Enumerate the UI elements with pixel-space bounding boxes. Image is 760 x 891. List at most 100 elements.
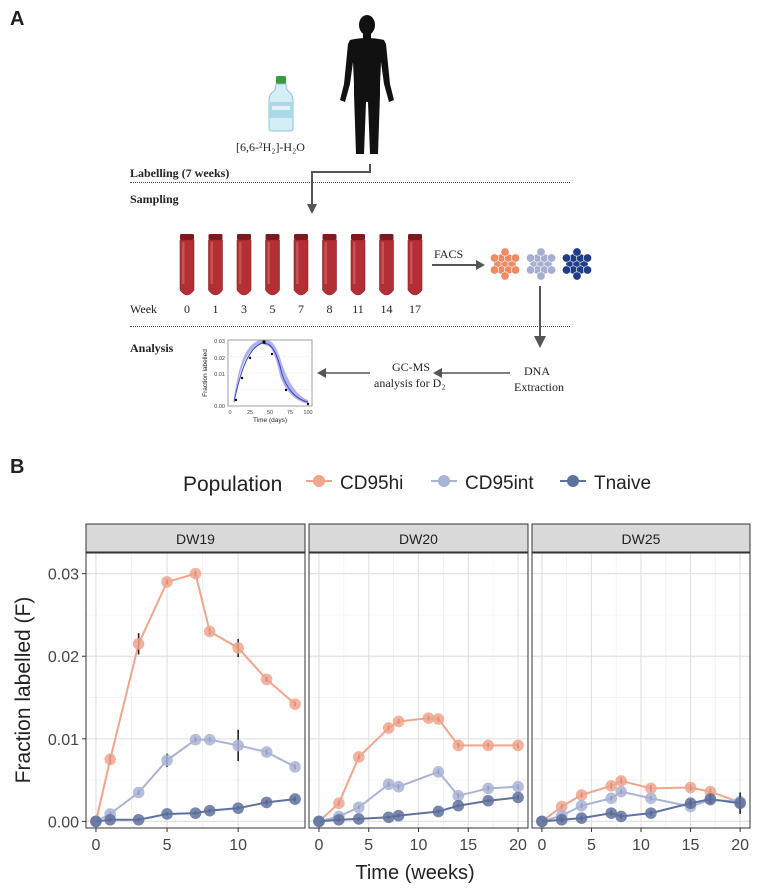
dna-to-gcms-arrow xyxy=(433,368,510,378)
legend-label: CD95int xyxy=(465,473,534,494)
data-point xyxy=(260,746,273,758)
data-point xyxy=(452,739,465,752)
data-point xyxy=(704,793,717,805)
legend-item: CD95int xyxy=(431,473,534,494)
data-point xyxy=(104,753,116,766)
cells-to-dna-arrow xyxy=(534,286,546,348)
data-point xyxy=(203,625,216,638)
data-point xyxy=(132,813,145,826)
x-tick-label: 0 xyxy=(537,837,546,854)
series-line xyxy=(318,717,519,823)
week-tick-label: 11 xyxy=(352,302,364,316)
legend-marker xyxy=(313,475,325,487)
data-point xyxy=(161,808,173,820)
legend-label: CD95hi xyxy=(340,473,403,494)
data-point xyxy=(161,754,173,767)
legend-marker xyxy=(438,475,450,487)
mini-ytick: 0.01 xyxy=(214,372,225,378)
data-point xyxy=(615,775,627,787)
facet-strip xyxy=(85,523,306,553)
data-point xyxy=(232,802,244,814)
facet-dw19: DW19 0 5 10 0.00 0.01 0.02 0.03 xyxy=(48,523,306,854)
facet-border xyxy=(85,552,306,829)
week-label: Week xyxy=(130,302,158,316)
mini-xtick: 100 xyxy=(303,410,312,416)
step-sampling: Sampling xyxy=(130,192,179,206)
x-tick-label: 0 xyxy=(92,837,101,854)
data-point xyxy=(333,813,345,826)
x-tick-label: 20 xyxy=(509,837,527,854)
y-tick-label: 0.03 xyxy=(48,567,79,584)
data-point xyxy=(432,766,445,778)
data-point xyxy=(392,715,405,728)
data-point xyxy=(313,815,325,828)
data-point xyxy=(352,751,365,763)
data-point xyxy=(132,786,145,799)
week-tick-label: 14 xyxy=(380,302,393,316)
week-tick-label: 8 xyxy=(326,302,333,316)
data-point xyxy=(512,791,524,804)
mini-xtick: 75 xyxy=(287,410,293,416)
data-point xyxy=(189,733,202,746)
data-point xyxy=(189,567,202,580)
data-point xyxy=(645,792,657,805)
labelling-chart: Population CD95hi CD95int Tnaive DW19 0 5 10 0.… xyxy=(12,473,751,884)
data-point xyxy=(392,780,405,793)
data-point xyxy=(605,780,618,792)
data-point xyxy=(575,799,588,812)
data-point xyxy=(575,789,588,801)
blood-tube-icon xyxy=(179,234,195,296)
sorted-cells-icon xyxy=(490,247,593,281)
data-point xyxy=(382,778,395,791)
x-tick-label: 15 xyxy=(459,837,477,854)
week-tick-label: 0 xyxy=(184,302,190,316)
data-point xyxy=(555,800,568,813)
gcms-to-model-arrow xyxy=(317,368,370,378)
data-point xyxy=(684,797,697,810)
mini-xlabel: Time (days) xyxy=(253,417,287,424)
panel-a-letter: A xyxy=(10,8,25,30)
y-tick-label: 0.00 xyxy=(48,814,79,831)
chart-legend: Population CD95hi CD95int Tnaive xyxy=(183,473,651,496)
legend-item: CD95hi xyxy=(306,473,403,494)
extraction-label: Extraction xyxy=(514,380,564,394)
series-cd95int xyxy=(313,766,524,828)
series-cd95hi xyxy=(90,567,301,828)
data-point xyxy=(90,815,102,828)
data-point xyxy=(432,805,445,818)
data-point xyxy=(132,638,145,650)
cell-cluster-icon xyxy=(490,247,520,281)
panel-b-letter: B xyxy=(10,456,25,478)
data-point xyxy=(482,739,494,752)
mini-ytick: 0.03 xyxy=(214,339,225,345)
gcms-line1: GC-MS xyxy=(392,360,431,374)
series-cd95int xyxy=(90,729,301,828)
data-point xyxy=(289,793,301,805)
data-point xyxy=(605,792,618,805)
data-point xyxy=(422,712,435,724)
facet-title: DW19 xyxy=(176,531,215,547)
mini-xtick: 25 xyxy=(247,410,253,416)
blood-tube-icon xyxy=(379,234,394,296)
week-tick-label: 7 xyxy=(298,302,304,316)
x-axis-label: Time (weeks) xyxy=(355,862,474,884)
data-point xyxy=(289,761,301,773)
series-tnaive xyxy=(536,792,746,828)
blood-tube-icon xyxy=(293,234,309,296)
data-point xyxy=(555,813,568,826)
week-tick-label: 5 xyxy=(269,302,276,316)
y-tick-label: 0.01 xyxy=(48,732,79,749)
blood-tube-icon xyxy=(322,234,337,296)
week-tick-label: 17 xyxy=(409,302,421,316)
data-point xyxy=(382,811,395,824)
subject-to-sampling-arrow xyxy=(307,164,371,214)
data-point xyxy=(734,797,746,810)
data-point xyxy=(104,813,116,826)
data-point xyxy=(382,722,395,734)
blood-tube-icon xyxy=(407,234,423,296)
series-tnaive xyxy=(90,793,301,828)
data-point xyxy=(289,698,301,710)
data-point xyxy=(605,807,618,819)
data-point xyxy=(333,797,345,810)
data-point xyxy=(575,812,588,824)
